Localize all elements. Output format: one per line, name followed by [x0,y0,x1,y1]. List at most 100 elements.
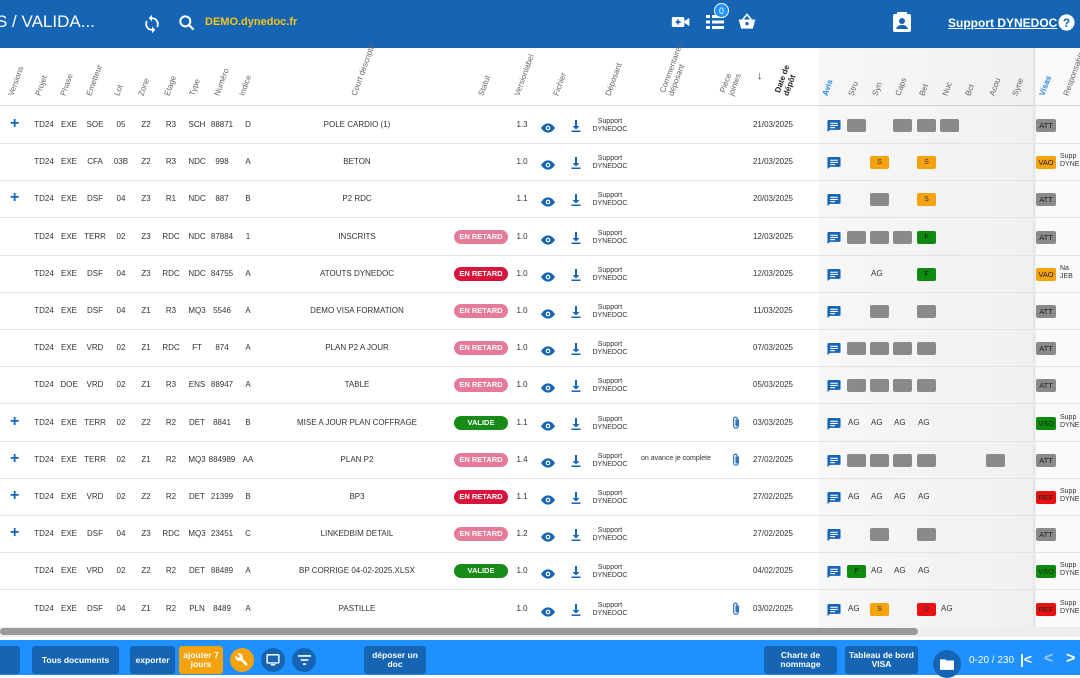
expand-versions-icon[interactable]: + [10,487,20,504]
avis-badge[interactable] [847,453,866,467]
col-versions[interactable]: Versions [6,65,26,97]
col-acou[interactable]: Acou [987,76,1003,97]
avis-cell[interactable]: AG [918,566,930,576]
visa-badge[interactable]: ATT [1036,193,1056,207]
avis-badge[interactable] [893,342,912,356]
comment-icon[interactable] [827,193,841,211]
col-bct[interactable]: Bct [963,83,976,97]
comment-icon[interactable] [827,268,841,286]
view-eye-icon[interactable] [541,455,555,473]
table-row[interactable]: + TD24 EXE VRD 02 Z2 R2 DET 21399 B BP3 EN RETARD 1.… [0,479,1080,516]
col-date-depot[interactable]: Date de dépôt [773,63,798,97]
col-phase[interactable]: Phase [58,72,75,97]
visa-badge[interactable]: ATT [1036,305,1056,318]
avis-badge[interactable] [917,119,936,132]
view-eye-icon[interactable] [541,566,555,584]
col-syne[interactable]: Syne [1010,76,1026,97]
table-row[interactable]: + TD24 EXE DSF 04 Z3 RDC MQ3 23451 C LINKEDBIM DET… [0,516,1080,554]
col-court-descriptif[interactable]: Court descriptif [349,43,377,97]
visa-badge[interactable]: VAO [1036,267,1056,281]
visa-badge[interactable]: REF [1036,491,1056,504]
visa-badge[interactable]: ATT [1036,230,1056,244]
view-eye-icon[interactable] [541,269,555,287]
attachment-clip-icon[interactable] [731,416,741,435]
comment-icon[interactable] [827,491,841,509]
avis-badge[interactable]: S [917,156,936,170]
download-icon[interactable] [571,603,581,621]
visa-badge[interactable]: ATT [1036,342,1056,356]
sort-arrow-icon[interactable]: ↓ [757,70,763,82]
col-fichier[interactable]: Fichier [551,71,569,97]
visa-badge[interactable]: VAO [1036,156,1056,170]
download-icon[interactable] [571,417,581,435]
avis-badge[interactable] [893,119,912,132]
attachment-clip-icon[interactable] [731,602,741,621]
wrench-icon[interactable] [230,648,254,672]
basket-icon[interactable] [737,13,757,31]
expand-versions-icon[interactable]: + [10,524,20,542]
tableau-bord-visa-button[interactable]: Tableau de bord VISA [845,646,918,674]
comment-icon[interactable] [827,565,841,583]
download-icon[interactable] [571,156,581,174]
avis-cell[interactable]: AG [894,417,906,427]
avis-cell[interactable]: AG [848,603,860,613]
avis-badge[interactable] [847,379,866,393]
col-emetteur[interactable]: Emetteur [84,63,105,97]
avis-cell[interactable]: AG [918,492,930,501]
table-row[interactable]: TD24 EXE DSF 04 Z1 R3 MQ3 5546 A DEMO VISA FORMAT… [0,293,1080,330]
col-syn[interactable]: Syn [870,80,884,97]
monitor-icon[interactable] [261,648,285,672]
col-avis[interactable]: Avis [820,78,835,97]
avis-badge[interactable] [917,528,936,542]
col-projet[interactable]: Projet [33,74,50,97]
avis-cell[interactable]: AG [871,492,883,501]
next-page-icon[interactable]: > [1066,650,1076,667]
contact-card-icon[interactable] [893,12,911,32]
search-icon[interactable] [177,13,197,33]
avis-badge[interactable]: F [847,565,866,579]
expand-versions-icon[interactable]: + [10,115,20,132]
view-eye-icon[interactable] [541,418,555,436]
col-pieces-jointes[interactable]: Pièce jointes [718,72,743,97]
download-icon[interactable] [571,268,581,286]
avis-badge[interactable]: S [870,156,889,170]
avis-badge[interactable] [847,230,866,244]
avis-badge[interactable] [893,453,912,467]
avis-cell[interactable]: AG [871,268,883,278]
table-row[interactable]: TD24 EXE VRD 02 Z1 RDC FT 874 A PLAN P2 A JOUR EN … [0,330,1080,368]
col-type[interactable]: Type [187,77,202,97]
menu-button[interactable] [0,646,20,674]
col-statut[interactable]: Statut [476,74,493,97]
avis-badge[interactable] [870,528,889,542]
table-row[interactable]: TD24 EXE VRD 02 Z2 R2 DET 88489 A BP CORRIGE 04-0… [0,553,1080,591]
view-eye-icon[interactable] [541,604,555,622]
view-eye-icon[interactable] [541,232,555,250]
avis-badge[interactable] [917,342,936,356]
view-eye-icon[interactable] [541,343,555,361]
support-link[interactable]: Support DYNEDOC [948,16,1058,30]
avis-cell[interactable]: AG [871,566,883,576]
comment-icon[interactable] [827,379,841,397]
download-icon[interactable] [571,305,581,323]
avis-cell[interactable]: AG [848,492,860,501]
table-row[interactable]: + TD24 EXE DSF 04 Z3 R1 NDC 887 B P2 RDC 1.1 Support… [0,181,1080,219]
comment-icon[interactable] [827,156,841,174]
avis-badge[interactable]: F [917,267,936,281]
avis-badge[interactable] [917,453,936,467]
avis-cell[interactable]: AG [871,417,883,427]
avis-badge[interactable] [847,119,866,132]
avis-badge[interactable] [870,193,889,207]
avis-cell[interactable]: AG [894,492,906,501]
visa-badge[interactable]: ATT [1036,379,1056,393]
avis-badge[interactable] [940,119,959,132]
col-etage[interactable]: Etage [162,74,179,97]
table-row[interactable]: + TD24 EXE TERR 02 Z2 R2 DET 8841 B MISE A JOUR PL… [0,405,1080,442]
ajouter-7-jours-button[interactable]: ajouter 7 jours [179,646,223,674]
sync-icon[interactable] [142,14,162,34]
domain-label[interactable]: DEMO.dynedoc.fr [205,16,298,28]
avis-badge[interactable] [893,379,912,393]
filter-icon[interactable] [292,648,316,672]
download-icon[interactable] [571,491,581,509]
table-row[interactable]: TD24 EXE DSF 04 Z3 RDC NDC 84755 A ATOUTS DYNEDOC… [0,256,1080,293]
visa-badge[interactable]: ATT [1036,528,1056,542]
